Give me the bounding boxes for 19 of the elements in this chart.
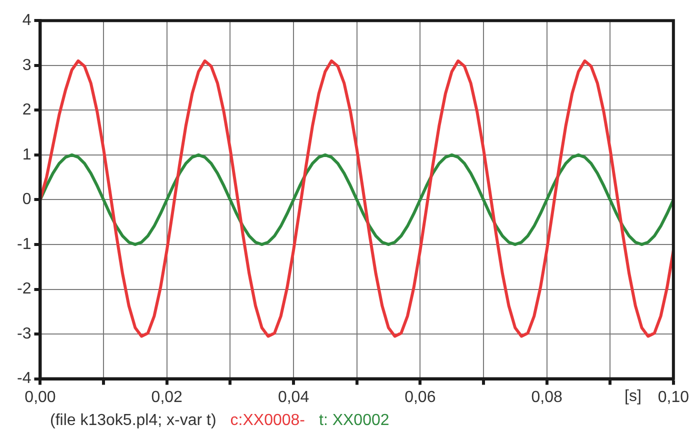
y-tick-label: -2 <box>16 280 32 298</box>
y-tick-label: 1 <box>22 146 32 164</box>
x-axis-title: [s] <box>624 388 642 406</box>
text: t: XX0002 <box>319 412 390 430</box>
y-tick-label: -1 <box>16 236 32 253</box>
y-tick-label: 0 <box>22 191 32 208</box>
x-tick-label: 0,00 <box>24 388 56 406</box>
x-tick-label: 0,08 <box>531 388 562 406</box>
y-tick-label: 3 <box>22 56 32 74</box>
x-tick-label: 0,02 <box>151 388 183 406</box>
y-tick-label: -3 <box>16 325 32 342</box>
x-tick-label: 0,06 <box>404 388 436 406</box>
x-tick-label: 0,04 <box>278 388 310 406</box>
text: c:XX0008- <box>230 412 305 430</box>
y-tick-label: 2 <box>22 102 32 119</box>
y-tick-label: -4 <box>16 370 32 388</box>
text: (file k13ok5.pl4; x-var t) <box>50 412 216 430</box>
x-tick-label: 0,10 <box>658 388 690 406</box>
y-tick-label: 4 <box>22 12 32 30</box>
